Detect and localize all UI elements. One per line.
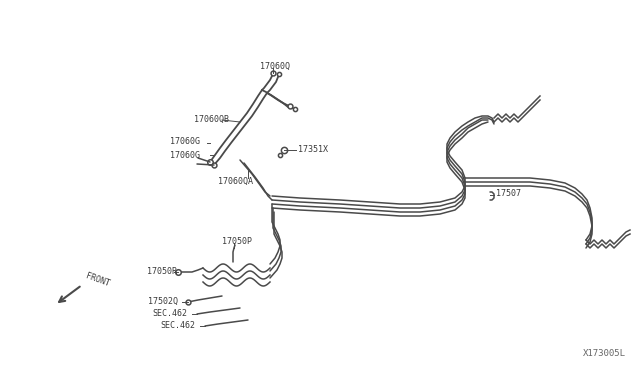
- Text: 17060G: 17060G: [170, 151, 200, 160]
- Text: X173005L: X173005L: [583, 349, 626, 358]
- Text: 17050R: 17050R: [147, 266, 177, 276]
- Text: 17502Q: 17502Q: [148, 296, 178, 305]
- Text: SEC.462: SEC.462: [160, 321, 195, 330]
- Text: 17060Q: 17060Q: [260, 61, 290, 71]
- Text: 17060G: 17060G: [170, 138, 200, 147]
- Text: 17050P: 17050P: [222, 237, 252, 246]
- Text: 17060QB: 17060QB: [194, 115, 229, 124]
- Text: 17507: 17507: [496, 189, 521, 199]
- Text: 17351X: 17351X: [298, 144, 328, 154]
- Text: SEC.462: SEC.462: [152, 308, 187, 317]
- Text: 17060QA: 17060QA: [218, 176, 253, 186]
- Text: FRONT: FRONT: [84, 272, 111, 289]
